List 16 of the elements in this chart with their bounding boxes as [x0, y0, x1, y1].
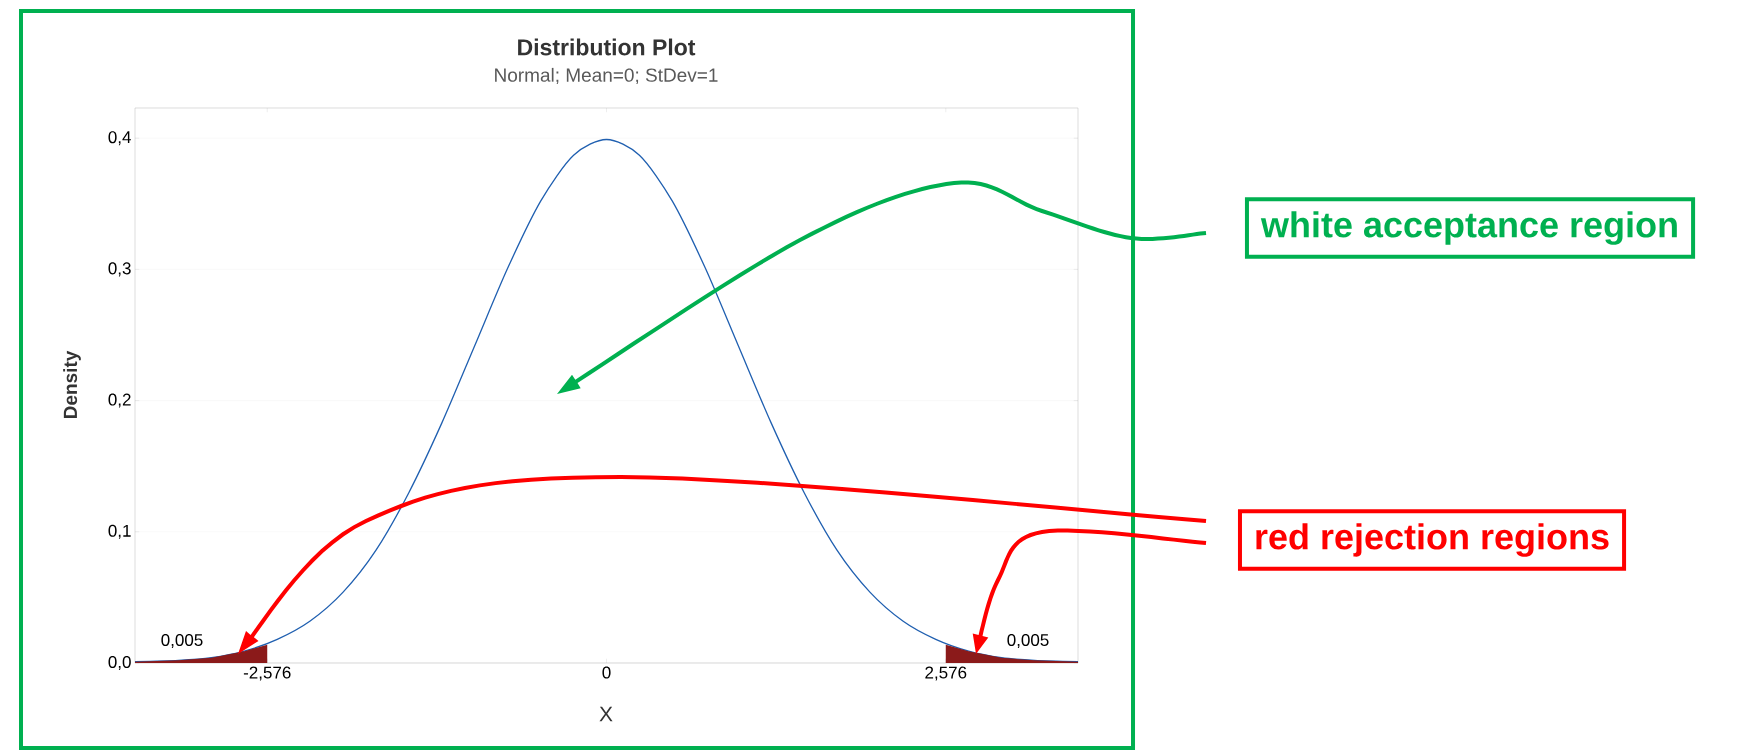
y-tick-label: 0,0: [108, 655, 131, 671]
x-axis-title: X: [599, 706, 613, 722]
annotation: 0,005: [161, 633, 203, 649]
chart-subtitle: Normal; Mean=0; StDev=1: [495, 67, 718, 85]
x-tick-label: -2,576: [243, 666, 291, 681]
x-tick-label: 0: [602, 666, 611, 679]
x-tick-label: 2,576: [925, 666, 967, 681]
y-axis-title: Density: [63, 350, 81, 419]
text: red rejection regions: [1256, 523, 1609, 557]
y-tick-label: 0,4: [108, 131, 131, 146]
annotation: 0,005: [1007, 633, 1049, 649]
text: white acceptance region: [1260, 211, 1677, 245]
y-tick-label: 0,3: [108, 262, 131, 277]
chart-title: Distribution Plot: [518, 38, 696, 56]
y-tick-label: 0,2: [108, 393, 131, 408]
y-tick-label: 0,1: [108, 524, 131, 539]
